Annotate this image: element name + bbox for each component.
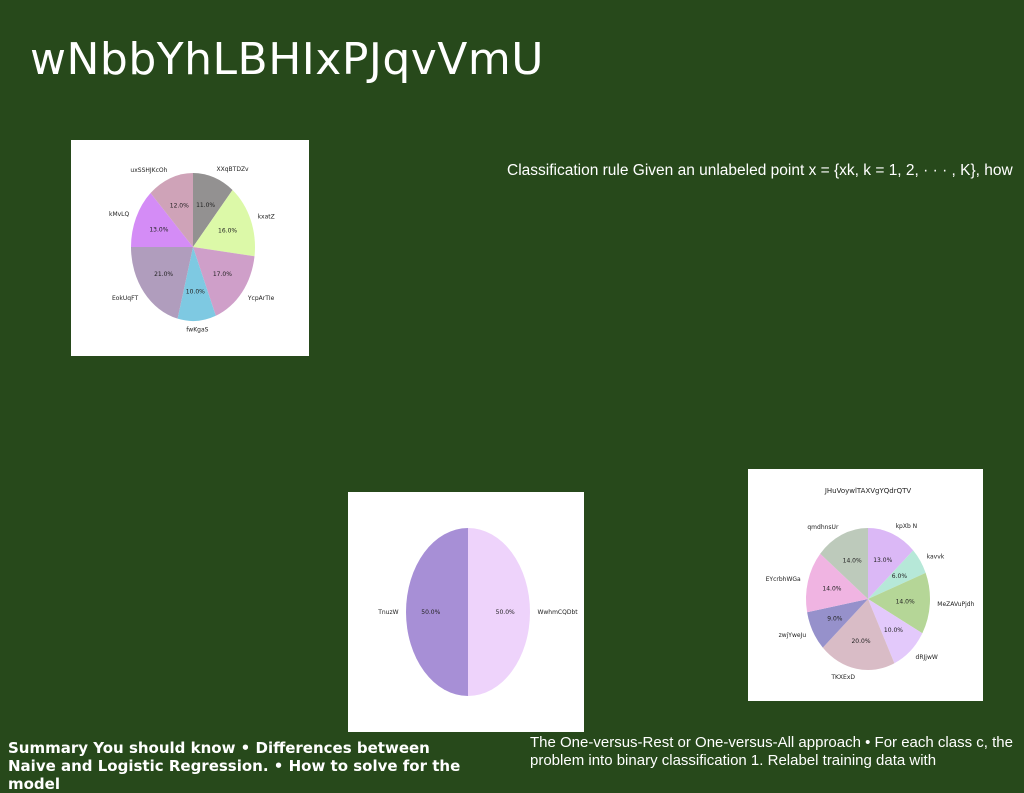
pie-3-pct-label-3: 10.0% <box>884 627 903 634</box>
pie-3-slice-1 <box>868 550 926 599</box>
pie-chart-2-svg: 50.0% WwhmCQDbt 50.0% TnuzW <box>377 528 578 696</box>
pie-3-slice-3 <box>868 599 923 664</box>
pie-1-slice-0 <box>193 173 233 247</box>
pie-3-slice-7 <box>820 528 868 599</box>
pie-1-pct-label-0: 11.0% <box>196 202 215 209</box>
pie-3-slice-5 <box>807 599 868 648</box>
pie-2-pct-label-1: 50.0% <box>421 609 440 616</box>
pie-1-slice-6 <box>150 173 193 247</box>
pie-chart-2: 50.0% WwhmCQDbt 50.0% TnuzW <box>348 492 584 732</box>
pie-3-category-label-3: dRJjwW <box>916 654 938 661</box>
pie-2-slice-1 <box>406 528 468 696</box>
pie-2-slice-0 <box>468 528 530 696</box>
pie-3-category-label-1: kavvk <box>927 553 945 560</box>
pie-3-category-label-2: MeZAVuPjdh <box>937 601 974 608</box>
pie-1-pct-label-6: 12.0% <box>170 203 189 210</box>
pie-2-pct-label-0: 50.0% <box>496 609 515 616</box>
pie-3-category-label-4: TKXExD <box>830 674 855 681</box>
pie-3-category-label-7: qmdhnsUr <box>807 524 839 531</box>
pie-1-pct-label-2: 17.0% <box>213 271 232 278</box>
pie-3-slice-6 <box>806 553 868 613</box>
pie-1-pct-label-4: 21.0% <box>154 271 173 278</box>
pie-3-pct-label-6: 14.0% <box>822 585 841 592</box>
pie-1-category-label-0: XXqBTDZv <box>217 166 250 173</box>
pie-chart-3: JHuVoywlTAXVgYQdrQTV 13.0% kpXb N 6.0% kavvk… <box>748 469 983 701</box>
pie-3-title: JHuVoywlTAXVgYQdrQTV <box>824 487 912 495</box>
pie-chart-1-svg: 11.0% XXqBTDZv 16.0% kxatZ 17.0% YcpArTIe 10.0… <box>109 166 275 334</box>
pie-1-slice-3 <box>177 247 216 321</box>
pie-3-slice-4 <box>822 599 895 670</box>
slide-title: wNbbYhLBHIxPJqvVmU <box>30 34 544 85</box>
pie-3-category-label-5: zwjYweJu <box>779 632 807 639</box>
pie-3-pct-label-0: 13.0% <box>873 557 892 564</box>
pie-3-slice-0 <box>868 528 914 599</box>
pie-1-slice-1 <box>193 189 255 257</box>
pie-3-pct-label-4: 20.0% <box>851 638 870 645</box>
pie-1-slice-4 <box>131 247 193 319</box>
pie-3-pct-label-7: 14.0% <box>843 557 862 564</box>
pie-1-pct-label-1: 16.0% <box>218 228 237 235</box>
one-vs-rest-text: The One-versus-Rest or One-versus-All ap… <box>530 734 1013 769</box>
classification-rule-text: Classification rule Given an unlabeled p… <box>507 162 1013 179</box>
pie-1-category-label-6: uxSSHJKcOh <box>130 167 167 174</box>
pie-2-category-label-0: WwhmCQDbt <box>537 609 578 616</box>
pie-3-category-label-0: kpXb N <box>896 523 918 530</box>
pie-3-category-label-6: EYcrbhWGa <box>766 576 801 583</box>
pie-1-pct-label-3: 10.0% <box>186 288 205 295</box>
pie-chart-3-svg: JHuVoywlTAXVgYQdrQTV 13.0% kpXb N 6.0% kavvk… <box>766 487 975 681</box>
pie-3-pct-label-5: 9.0% <box>827 615 843 622</box>
pie-1-category-label-2: YcpArTIe <box>247 295 275 302</box>
pie-1-pct-label-5: 13.0% <box>149 226 168 233</box>
pie-1-category-label-4: EokUqFT <box>112 295 138 302</box>
pie-3-pct-label-2: 14.0% <box>896 599 915 606</box>
pie-chart-1: 11.0% XXqBTDZv 16.0% kxatZ 17.0% YcpArTIe 10.0… <box>71 140 309 356</box>
pie-3-pct-label-1: 6.0% <box>892 573 908 580</box>
pie-1-slice-2 <box>193 247 255 316</box>
pie-2-category-label-1: TnuzW <box>377 609 398 616</box>
pie-1-category-label-3: fwKgaS <box>186 327 208 334</box>
pie-1-slice-5 <box>131 193 193 247</box>
summary-text: Summary You should know • Differences be… <box>8 739 461 793</box>
pie-1-category-label-1: kxatZ <box>258 213 275 220</box>
pie-3-slice-2 <box>868 572 930 634</box>
pie-1-category-label-5: kMvLQ <box>109 211 130 218</box>
